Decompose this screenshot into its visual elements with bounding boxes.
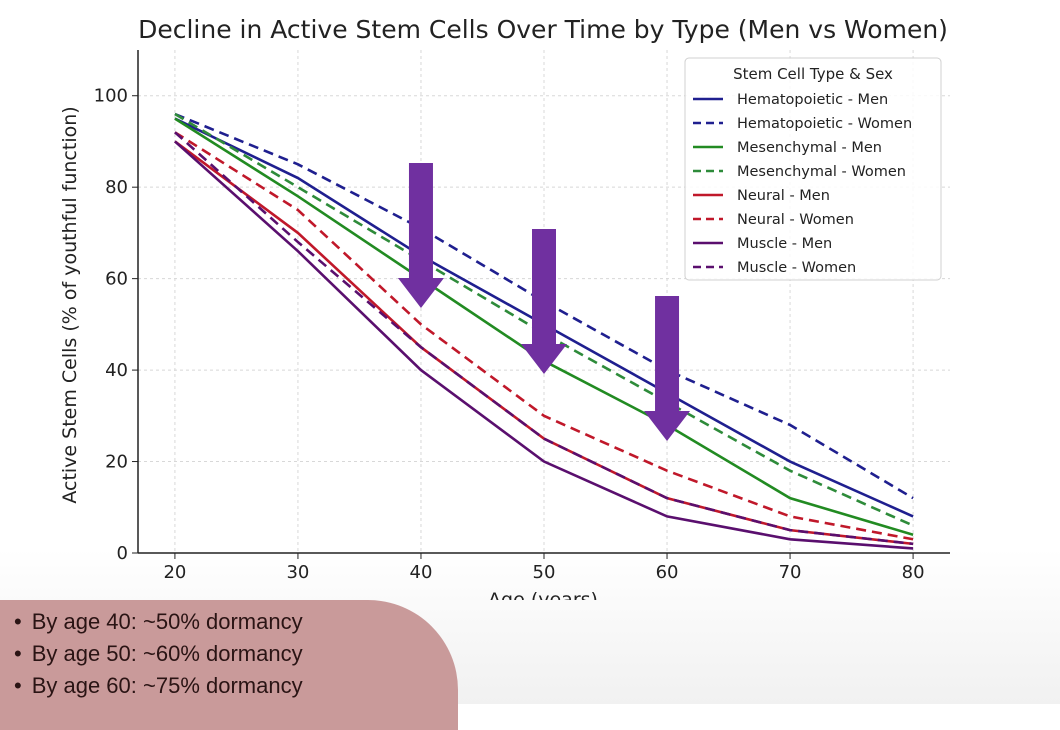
x-tick-label: 60 (656, 562, 679, 583)
y-tick-label: 80 (105, 177, 128, 198)
stem-cell-decline-chart: Decline in Active Stem Cells Over Time b… (59, 15, 950, 600)
legend-label: Mesenchymal - Men (737, 140, 882, 156)
legend: Stem Cell Type & Sex Hematopoietic - Men H… (684, 57, 942, 281)
legend-label: Mesenchymal - Women (737, 164, 906, 180)
down-arrow-icon (521, 229, 567, 374)
x-tick-label: 30 (286, 562, 309, 583)
down-arrow-icon (397, 163, 444, 308)
series-line-muscle-men (174, 140, 914, 550)
axes: 20 30 40 50 60 70 80 0 20 40 60 80 100 (94, 50, 950, 583)
series-line-muscle-women (174, 131, 914, 546)
y-tick-label: 100 (94, 86, 128, 107)
series-line-neural-women (174, 131, 914, 541)
annotation-arrows (397, 163, 691, 441)
y-axis-label: Active Stem Cells (% of youthful functio… (59, 106, 81, 503)
x-tick-label: 50 (533, 562, 556, 583)
series-line-mesenchymal-women (174, 112, 914, 527)
down-arrow-icon (644, 296, 691, 441)
y-tick-label: 20 (105, 452, 128, 473)
x-tick-label: 40 (410, 562, 433, 583)
note-item: By age 40: ~50% dormancy (14, 606, 303, 638)
y-tick-label: 40 (105, 360, 128, 381)
dormancy-notes: By age 40: ~50% dormancy By age 50: ~60%… (14, 606, 303, 702)
note-item: By age 60: ~75% dormancy (14, 670, 303, 702)
legend-box (684, 57, 942, 281)
x-tick-label: 20 (163, 562, 186, 583)
chart-title: Decline in Active Stem Cells Over Time b… (138, 15, 948, 44)
legend-label: Neural - Men (737, 188, 830, 204)
x-tick-label: 80 (902, 562, 925, 583)
y-tick-label: 0 (117, 543, 128, 564)
legend-label: Hematopoietic - Men (737, 92, 888, 108)
x-axis-label: Age (years) (488, 589, 598, 600)
legend-title: Stem Cell Type & Sex (733, 65, 893, 83)
y-tick-label: 60 (105, 269, 128, 290)
series-line-hematopoietic-women (174, 112, 914, 500)
legend-label: Muscle - Men (737, 236, 832, 252)
legend-label: Neural - Women (737, 212, 854, 228)
legend-label: Muscle - Women (737, 260, 856, 276)
note-item: By age 50: ~60% dormancy (14, 638, 303, 670)
x-tick-label: 70 (779, 562, 802, 583)
legend-label: Hematopoietic - Women (737, 116, 912, 132)
